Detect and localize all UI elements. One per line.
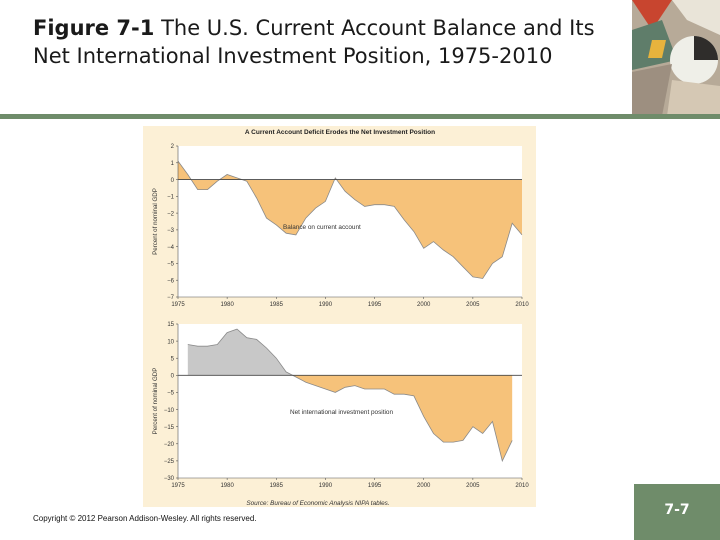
x-tick-label: 2005: [466, 483, 480, 489]
page-number: 7-7: [664, 502, 690, 518]
series-line: [177, 160, 523, 279]
y-tick-label: −2: [167, 211, 175, 217]
copyright-text: Copyright © 2012 Pearson Addison-Wesley.…: [33, 514, 257, 523]
y-tick-label: −6: [167, 278, 175, 284]
area-negative: [178, 179, 522, 279]
x-tick-label: 1985: [270, 483, 284, 489]
y-tick-label: 0: [171, 178, 175, 184]
y-tick-label: −7: [167, 295, 175, 301]
slide-title: Figure 7-1 The U.S. Current Account Bala…: [33, 14, 623, 70]
y-tick-label: −4: [167, 245, 175, 251]
x-tick-label: 2000: [417, 302, 431, 308]
y-tick-label: 1: [171, 161, 175, 167]
x-tick-label: 1980: [220, 302, 234, 308]
x-tick-label: 2000: [417, 483, 431, 489]
area-negative: [292, 375, 513, 461]
x-tick-label: 1975: [171, 483, 185, 489]
y-tick-label: −3: [167, 228, 175, 234]
y-tick-label: 15: [167, 322, 174, 328]
y-tick-label: −10: [164, 408, 175, 414]
y-axis-label: Percent of nominal GDP: [152, 188, 159, 255]
chart-title: A Current Account Deficit Erodes the Net…: [245, 129, 435, 136]
y-tick-label: −30: [164, 476, 175, 482]
y-tick-label: −20: [164, 442, 175, 448]
x-tick-label: 1995: [368, 483, 382, 489]
figure-label: Figure 7-1: [33, 16, 155, 40]
x-tick-label: 2010: [515, 483, 529, 489]
area-positive: [187, 329, 513, 376]
x-tick-label: 1990: [319, 302, 333, 308]
x-tick-label: 1985: [270, 302, 284, 308]
series-annotation: Net international investment position: [290, 409, 393, 416]
y-tick-label: 5: [171, 356, 175, 362]
y-tick-label: 2: [171, 144, 175, 150]
source-note: Source: Bureau of Economic Analysis NIPA…: [246, 500, 389, 507]
y-tick-label: 0: [171, 374, 175, 380]
y-tick-label: 10: [167, 339, 174, 345]
x-tick-label: 2005: [466, 302, 480, 308]
title-text: The U.S. Current Account Balance and Its…: [33, 16, 595, 68]
x-tick-label: 1980: [220, 483, 234, 489]
y-tick-label: −5: [167, 391, 175, 397]
page-number-box: [634, 484, 720, 540]
y-tick-label: −25: [164, 459, 175, 465]
x-tick-label: 1975: [171, 302, 185, 308]
y-axis-label: Percent of nominal GDP: [152, 368, 159, 435]
series-line: [187, 328, 513, 463]
series-annotation: Balance on current account: [283, 224, 361, 231]
decorative-art-image: [632, 0, 720, 116]
x-tick-label: 2010: [515, 302, 529, 308]
x-tick-label: 1990: [319, 483, 333, 489]
header-divider: [0, 114, 720, 119]
y-tick-label: −1: [167, 195, 175, 201]
x-tick-label: 1995: [368, 302, 382, 308]
y-tick-label: −5: [167, 262, 175, 268]
y-tick-label: −15: [164, 425, 175, 431]
